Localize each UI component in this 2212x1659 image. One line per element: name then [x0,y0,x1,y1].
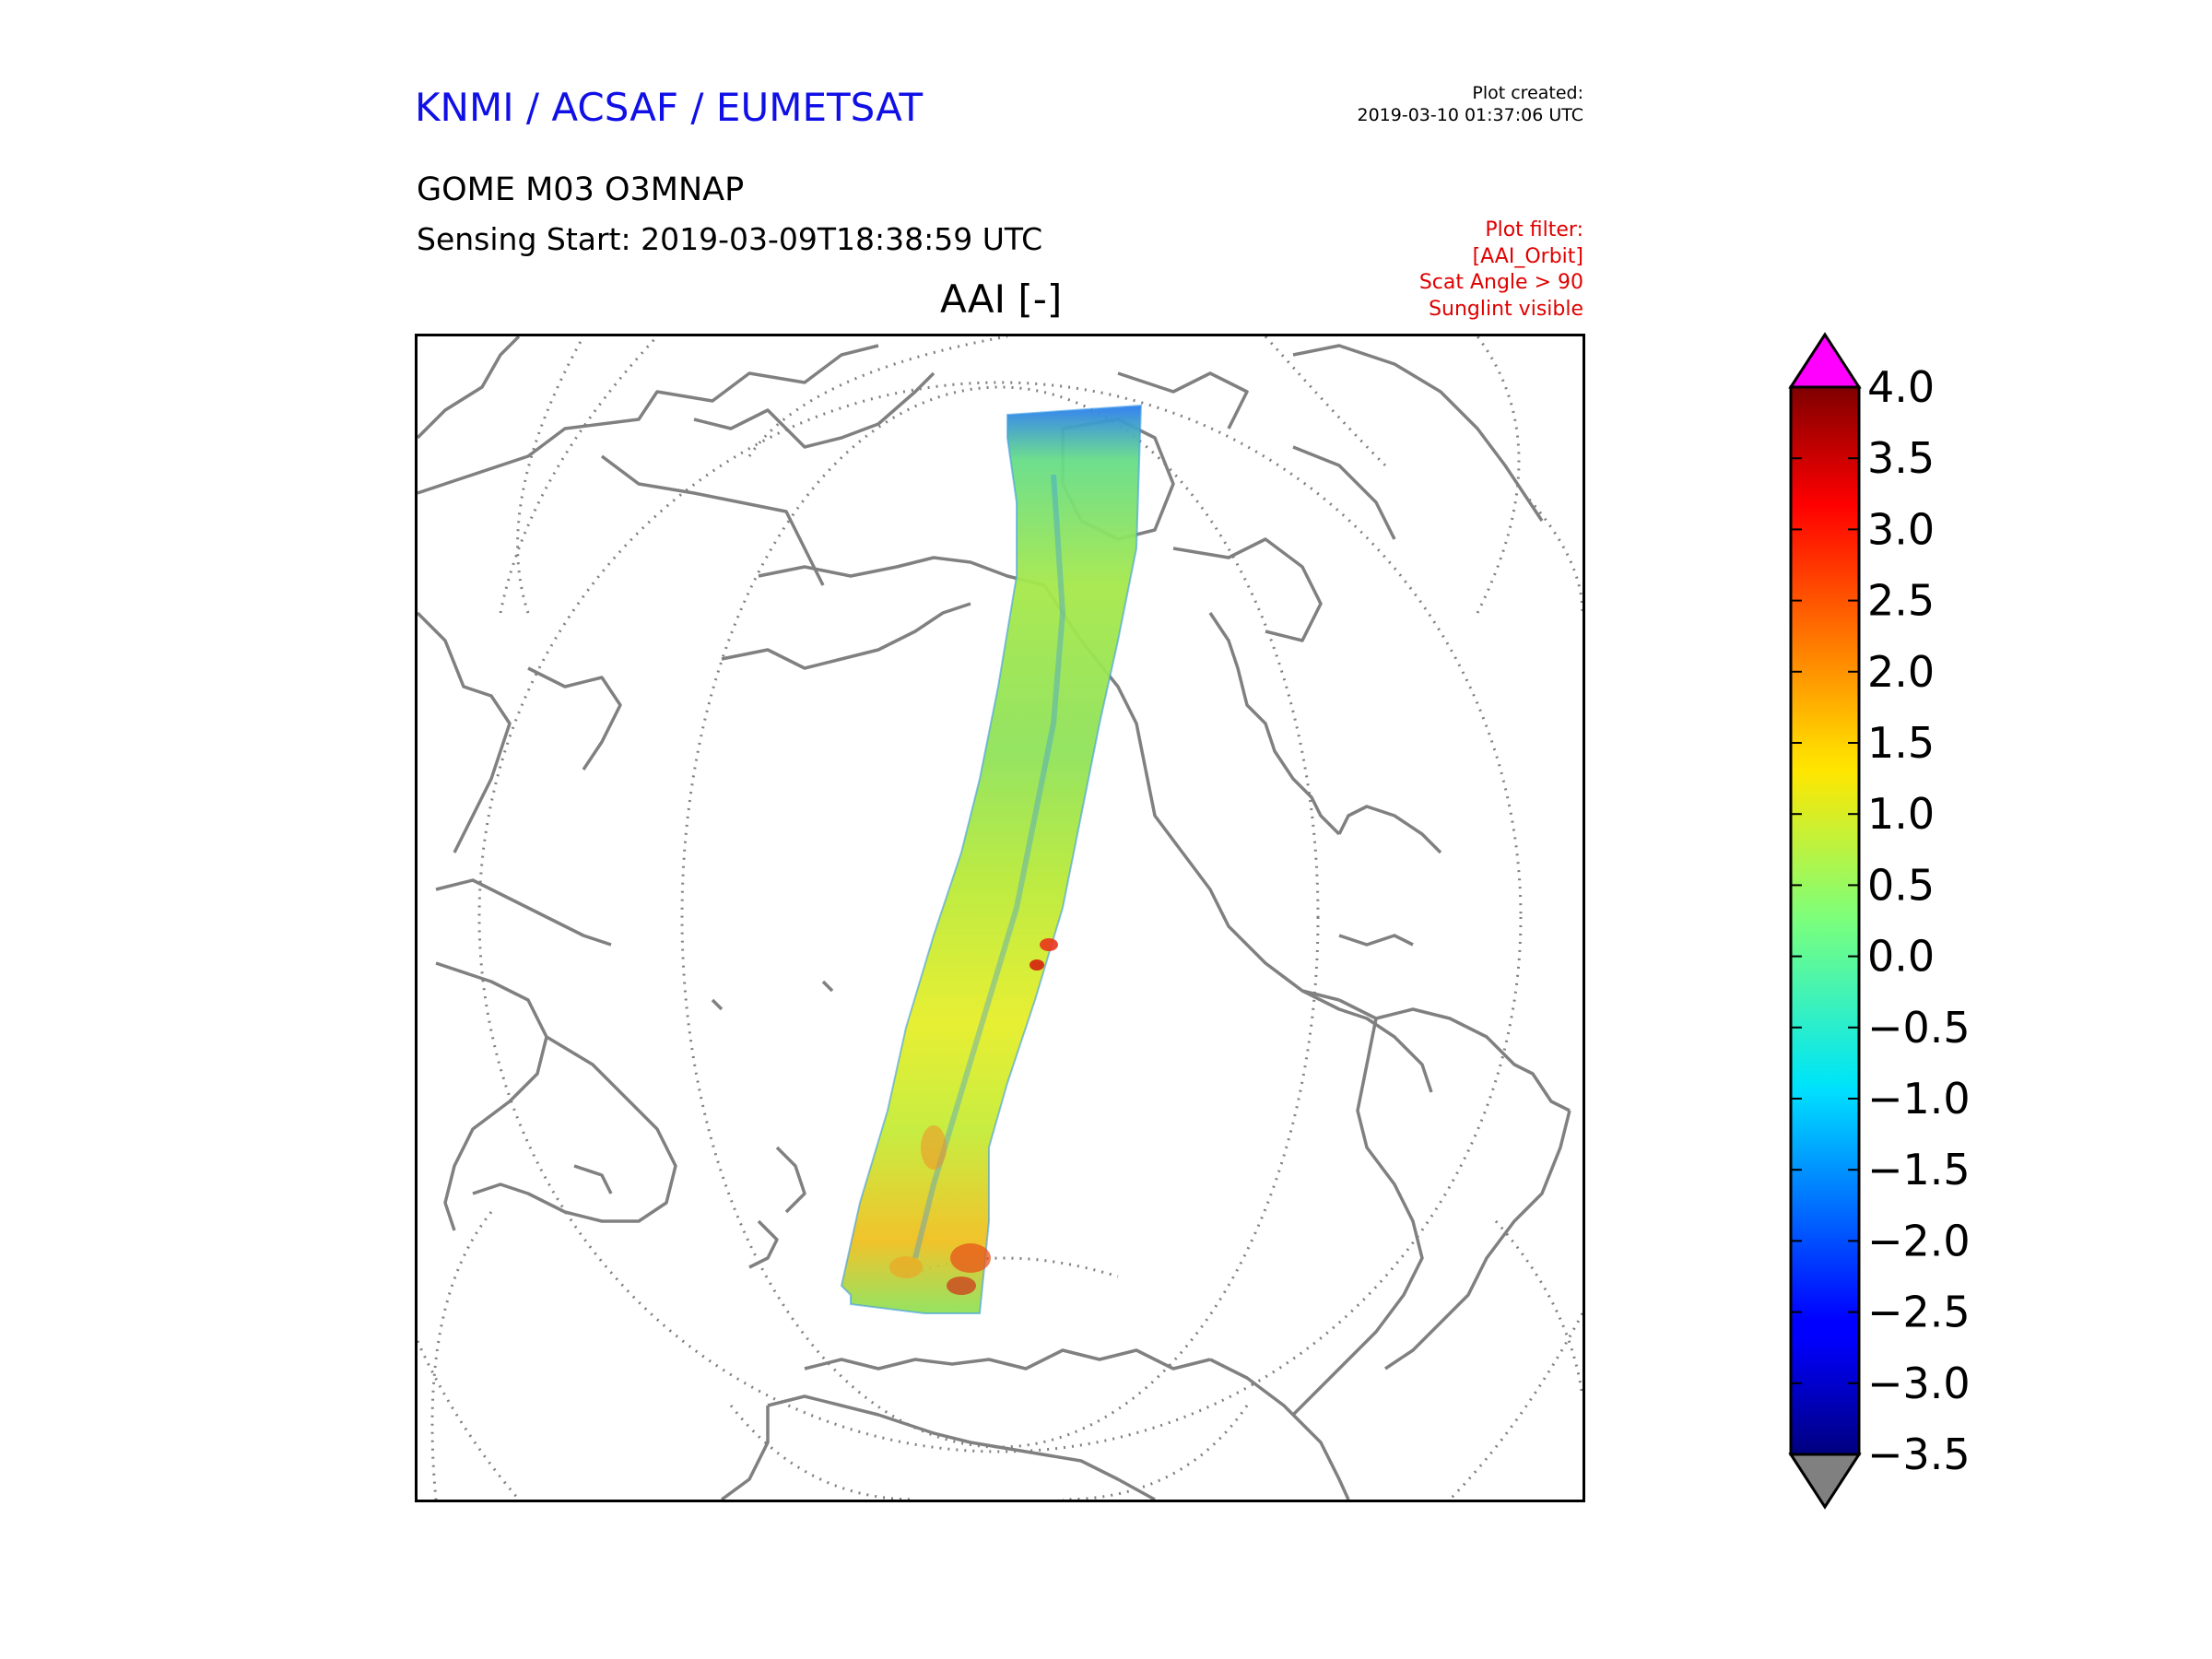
colorbar-tick-label: −3.5 [1867,1430,1971,1479]
colorbar-tick-label: −3.0 [1867,1359,1971,1408]
map-title: AAI [-] [940,276,1063,322]
colorbar-tick-label: 1.5 [1867,718,1935,768]
colorbar-tick-label: 2.0 [1867,647,1935,697]
product-title: GOME M03 O3MNAP [417,171,745,208]
colorbar-tick-label: −0.5 [1867,1003,1971,1053]
colorbar-tick-label: −1.0 [1867,1074,1971,1124]
plot-filter: Plot filter: [AAI_Orbit] Scat Angle > 90… [1419,218,1583,323]
orbit-swath [840,404,1143,1314]
sensing-start: Sensing Start: 2019-03-09T18:38:59 UTC [417,221,1043,257]
colorbar-gradient [1789,385,1861,1456]
plot-filter-line: Scat Angle > 90 [1418,271,1583,294]
colorbar-tick-label: 0.0 [1867,932,1935,982]
colorbar-tick-label: 4.0 [1867,362,1935,412]
colorbar-tick-label: 1.0 [1867,789,1935,839]
plot-filter-line: Sunglint visible [1429,297,1583,321]
map-panel [415,334,1585,1502]
colorbar-ticks: 4.0 3.5 3.0 2.5 2.0 1.5 1.0 0.5 0.0 −0.5 −1.0 −1.5 −… [1791,362,1971,1479]
colorbar-tick-label: 3.5 [1867,433,1935,483]
colorbar-tick-label: 0.5 [1867,860,1935,910]
colorbar-tick-label: −2.0 [1867,1216,1971,1265]
colorbar-tick-label: 3.0 [1867,504,1935,554]
plot-created-value: 2019-03-10 01:37:06 UTC [1357,105,1584,125]
graticule [418,336,1583,1500]
colorbar-tick-label: 2.5 [1867,576,1935,626]
colorbar-tick-label: −1.5 [1867,1145,1971,1194]
colorbar-over-triangle [1788,332,1862,389]
colorbar: 4.0 3.5 3.0 2.5 2.0 1.5 1.0 0.5 0.0 −0.5 −1.0 −1.5 −… [1788,332,1971,1510]
plot-filter-line: Plot filter: [1485,218,1583,241]
plot-filter-line: [AAI_Orbit] [1472,244,1583,268]
colorbar-tick-label: −2.5 [1867,1288,1971,1337]
colorbar-under-triangle [1788,1453,1862,1510]
map-canvas [418,336,1583,1500]
credit-text: KNMI / ACSAF / EUMETSAT [415,85,924,130]
plot-created-label: Plot created: [1472,83,1583,103]
